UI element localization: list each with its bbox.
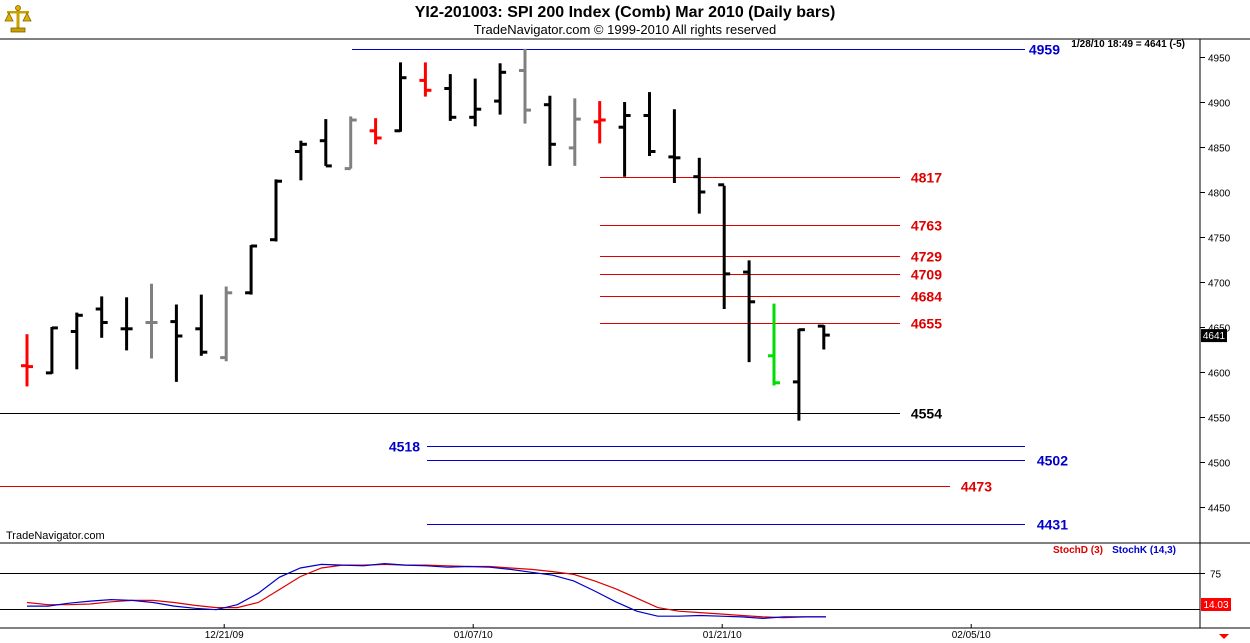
ohlc-bar (170, 304, 183, 382)
y-tick-label: 4700 (1208, 279, 1231, 290)
last-price-tag: 4641 (1201, 329, 1227, 343)
x-tick-label: 01/07/10 (454, 630, 493, 641)
stoch-line-0 (26, 563, 826, 619)
y-tick-label: 4750 (1208, 234, 1231, 245)
chart-copyright: TradeNavigator.com © 1999-2010 All right… (473, 22, 777, 37)
ohlc-bar (618, 102, 631, 177)
x-tick-label: 01/21/10 (703, 630, 742, 641)
ohlc-bar (394, 62, 407, 133)
level-label: 4554 (911, 406, 942, 422)
watermark-label: TradeNavigator.com (6, 530, 105, 542)
ohlc-bar (195, 294, 208, 356)
stoch-line-1 (27, 562, 826, 620)
ohlc-bar (543, 95, 556, 166)
level-label: 4684 (911, 289, 942, 305)
last-price-label: 4641 (1203, 331, 1226, 342)
ohlc-bar (294, 140, 307, 181)
ohlc-bar (668, 109, 681, 183)
ohlc-bar (568, 98, 581, 166)
x-tick-label: 02/05/10 (952, 630, 991, 641)
ohlc-bar (693, 157, 706, 214)
ohlc-bar (245, 244, 258, 295)
y-tick-label: 4450 (1208, 504, 1231, 515)
ohlc-bar (743, 260, 756, 363)
y-tick-label: 4950 (1208, 54, 1231, 65)
ohlc-bar (220, 286, 233, 362)
ohlc-bar (593, 101, 606, 144)
quote-readout: 1/28/10 18:49 = 4641 (-5) (1071, 39, 1185, 50)
level-label: 4655 (911, 316, 942, 332)
level-label: 4763 (911, 218, 942, 234)
ohlc-bar (792, 328, 805, 421)
ohlc-bar (344, 116, 357, 171)
scroll-arrow-icon[interactable] (1219, 634, 1229, 639)
ohlc-bar (70, 312, 83, 370)
ohlc-bar (494, 63, 507, 115)
level-label: 4518 (389, 439, 420, 455)
legend-stochd: StochD (3) (1053, 545, 1103, 556)
y-tick-label: 4600 (1208, 369, 1231, 380)
level-label: 4959 (1029, 42, 1060, 58)
ohlc-bar (145, 283, 158, 359)
price-axis: 4450 4500 4550 4600 4650 4700 4750 4800 4850 4900… (1200, 54, 1231, 515)
ohlc-bar (817, 324, 830, 350)
y-tick-label: 4850 (1208, 144, 1231, 155)
stoch-value-tag: 14.03 (1201, 598, 1231, 611)
stoch-value-label: 14.03 (1203, 600, 1228, 611)
y-tick-label: 4650 (1208, 324, 1231, 335)
ohlc-bar (120, 297, 133, 351)
y-tick-label: 4800 (1208, 189, 1231, 200)
ohlc-bar (95, 296, 108, 338)
ohlc-bar (643, 92, 656, 156)
y-tick-label: 4500 (1208, 459, 1231, 470)
ohlc-bar (768, 303, 780, 386)
title-bar: YI2-201003: SPI 200 Index (Comb) Mar 201… (0, 0, 1250, 38)
y-tick-label: 4900 (1208, 99, 1231, 110)
ohlc-bar (519, 48, 531, 124)
balance-scale-icon (4, 5, 32, 33)
ohlc-bar (419, 62, 432, 97)
legend-stochk: StochK (14,3) (1112, 545, 1176, 556)
ohlc-bar (444, 74, 457, 121)
ohlc-bar (319, 119, 332, 168)
chart-title: YI2-201003: SPI 200 Index (Comb) Mar 201… (414, 4, 836, 21)
y-tick-label: 4550 (1208, 414, 1231, 425)
price-bars (21, 48, 830, 421)
ohlc-bar (45, 326, 58, 375)
ohlc-bar (469, 78, 482, 127)
level-label: 4473 (961, 479, 992, 495)
ohlc-bar (270, 179, 282, 242)
stoch-tick-label: 75 (1210, 570, 1222, 581)
level-label: 4817 (911, 170, 942, 186)
level-label: 4729 (911, 249, 942, 265)
level-label: 4709 (911, 267, 942, 283)
ohlc-bar (718, 183, 731, 309)
ohlc-bar (21, 334, 33, 387)
level-label: 4502 (1037, 453, 1068, 469)
x-tick-label: 12/21/09 (205, 630, 244, 641)
stoch-axis: 75 (1200, 570, 1222, 581)
stochastic-panel (0, 562, 1200, 620)
level-label: 4431 (1037, 517, 1068, 533)
ohlc-bar (369, 118, 382, 145)
price-levels: 4959 4817 4763 4729 4709 4684 4655 4554 4518 4502… (0, 42, 1068, 533)
date-axis: 12/21/09 01/07/10 01/21/10 02/05/10 (205, 624, 991, 641)
